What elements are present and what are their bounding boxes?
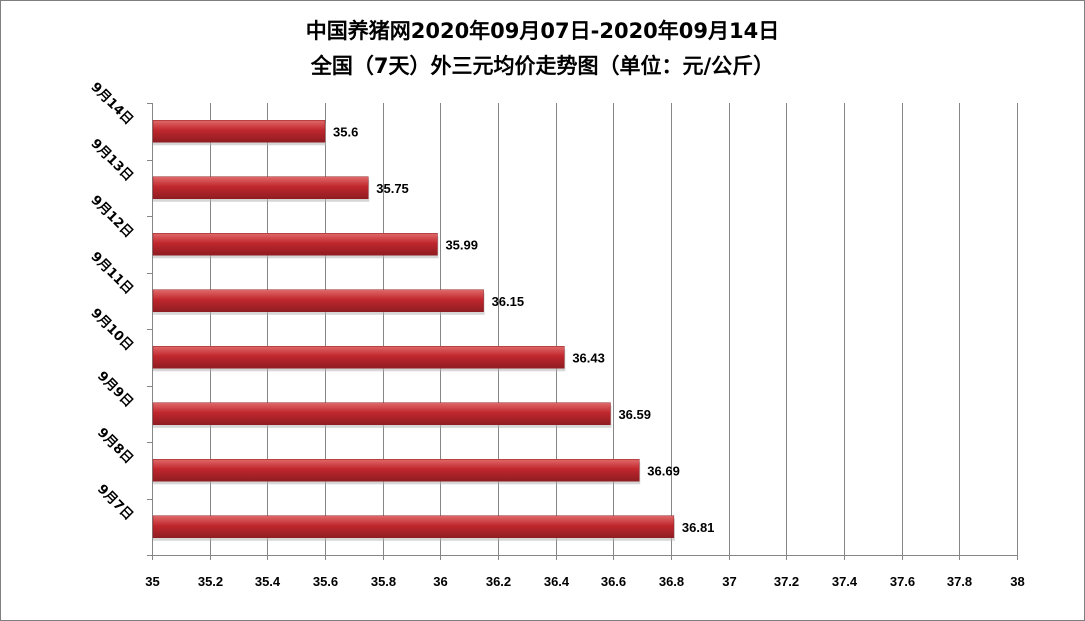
data-label: 36.59 bbox=[618, 407, 651, 422]
bar bbox=[152, 402, 611, 425]
bar bbox=[152, 346, 565, 369]
bar bbox=[152, 176, 369, 199]
x-tick-label: 37.6 bbox=[890, 574, 915, 589]
category-label: 9月12日 bbox=[88, 193, 136, 241]
data-label: 35.75 bbox=[376, 181, 409, 196]
x-tick-label: 35 bbox=[145, 574, 159, 589]
data-label: 36.69 bbox=[647, 463, 680, 478]
category-label: 9月7日 bbox=[94, 482, 136, 524]
bar bbox=[152, 233, 438, 256]
chart-title: 中国养猪网2020年09月07日-2020年09月14日 bbox=[305, 19, 780, 43]
x-tick-label: 37.2 bbox=[774, 574, 799, 589]
bar bbox=[152, 289, 484, 312]
category-label: 9月11日 bbox=[88, 249, 136, 297]
category-label: 9月14日 bbox=[88, 80, 136, 128]
x-tick-label: 37 bbox=[722, 574, 736, 589]
x-tick-label: 38 bbox=[1010, 574, 1024, 589]
axes bbox=[147, 103, 1018, 560]
data-label: 35.6 bbox=[333, 124, 358, 139]
data-label: 36.43 bbox=[572, 350, 605, 365]
chart-subtitle: 全国（7天）外三元均价走势图（单位：元/公斤） bbox=[310, 54, 775, 78]
x-tick-label: 36.6 bbox=[601, 574, 626, 589]
bar bbox=[152, 120, 326, 143]
data-label: 36.81 bbox=[682, 520, 715, 535]
x-tick-label: 35.6 bbox=[313, 574, 338, 589]
bars bbox=[152, 120, 675, 541]
category-label: 9月13日 bbox=[88, 136, 136, 184]
x-tick-label: 37.4 bbox=[832, 574, 858, 589]
x-tick-label: 35.2 bbox=[198, 574, 223, 589]
x-tick-label: 36.4 bbox=[544, 574, 570, 589]
category-label: 9月9日 bbox=[94, 369, 136, 411]
x-tick-label: 35.8 bbox=[371, 574, 396, 589]
category-label: 9月8日 bbox=[94, 425, 136, 467]
x-tick-label: 36.2 bbox=[486, 574, 511, 589]
x-tick-label: 35.4 bbox=[255, 574, 281, 589]
x-tick-label: 37.8 bbox=[947, 574, 972, 589]
bar bbox=[152, 515, 675, 538]
data-label: 36.15 bbox=[492, 294, 525, 309]
data-label: 35.99 bbox=[445, 237, 478, 252]
grid-lines bbox=[210, 103, 1018, 555]
x-tick-label: 36 bbox=[433, 574, 447, 589]
category-label: 9月10日 bbox=[88, 306, 136, 354]
x-tick-label: 36.8 bbox=[659, 574, 684, 589]
bar bbox=[152, 459, 640, 482]
